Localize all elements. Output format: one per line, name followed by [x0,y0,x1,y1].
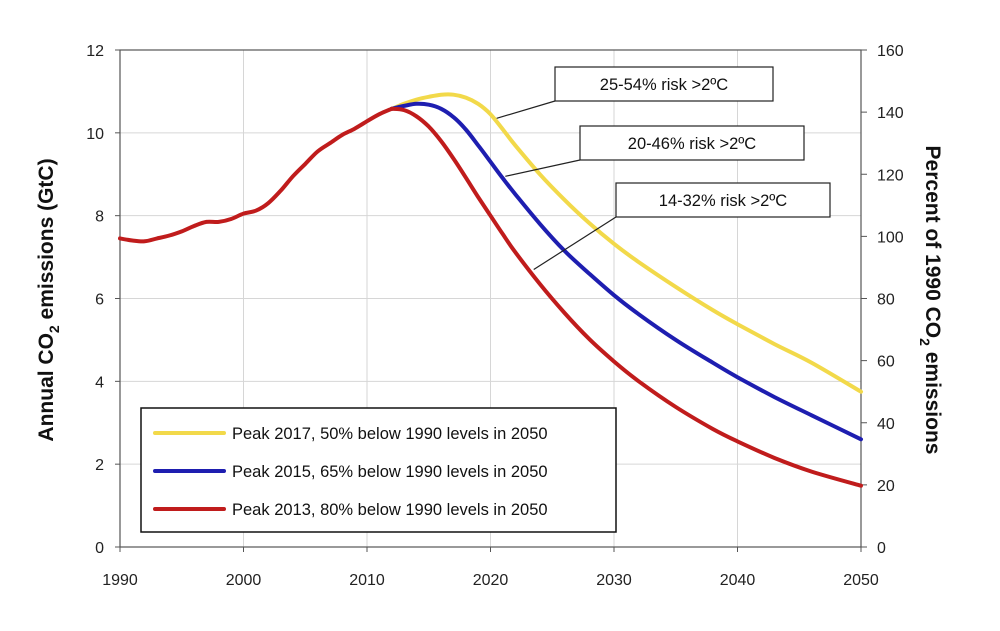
left-tick-label: 8 [95,209,104,226]
right-tick-label: 120 [877,167,904,184]
risk-annotations: 25-54% risk >2ºC 20-46% risk >2ºC 14-32% r… [496,66,831,271]
series-line-0 [389,92,863,394]
left-tick-label: 4 [95,374,104,391]
annotation-box [579,125,805,161]
right-tick-label: 0 [877,540,886,557]
annotation-label: 25-54% risk >2ºC [600,76,729,94]
left-tick-label: 12 [86,43,104,60]
x-tick-label: 2030 [596,572,632,589]
right-tick-label: 160 [877,43,904,60]
x-tick-label: 2050 [843,572,879,589]
right-tick-label: 100 [877,229,904,246]
right-tick-label: 20 [877,478,895,495]
annotation-box [554,66,774,102]
left-tick-label: 2 [95,457,104,474]
x-tick-label: 2000 [226,572,262,589]
historical-line [118,106,394,244]
annotation-leader [496,100,556,119]
right-tick-label: 80 [877,292,895,309]
series-lines [118,92,863,488]
x-tick-label: 1990 [102,572,138,589]
x-tick-label: 2010 [349,572,385,589]
left-tick-label: 0 [95,540,104,557]
legend-label-0: Peak 2017, 50% below 1990 levels in 2050 [232,425,548,443]
x-tick-label: 2040 [720,572,756,589]
x-tick-label: 2020 [473,572,509,589]
right-axis-title: Percent of 1990 CO2 emissions [917,146,944,455]
left-tick-label: 10 [86,126,104,143]
left-tick-label: 6 [95,292,104,309]
axis-ticks: 1990 2000 2010 2020 2030 2040 2050024681012020… [86,43,904,589]
right-tick-label: 40 [877,416,895,433]
series-line-1 [389,101,863,442]
left-axis-title: Annual CO2 emissions (GtC) [35,158,62,441]
annotation-leader [505,159,581,177]
annotation-box [615,182,831,218]
series-line-2 [389,106,863,488]
legend-label-1: Peak 2015, 65% below 1990 levels in 2050 [232,463,548,481]
annotation-label: 20-46% risk >2ºC [628,135,757,153]
annotation-label: 14-32% risk >2ºC [659,192,788,210]
right-tick-label: 60 [877,354,895,371]
annotation-leader [533,216,617,271]
right-tick-label: 140 [877,105,904,122]
legend-label-2: Peak 2013, 80% below 1990 levels in 2050 [232,501,548,519]
legend: Peak 2017, 50% below 1990 levels in 2050… [140,407,617,533]
